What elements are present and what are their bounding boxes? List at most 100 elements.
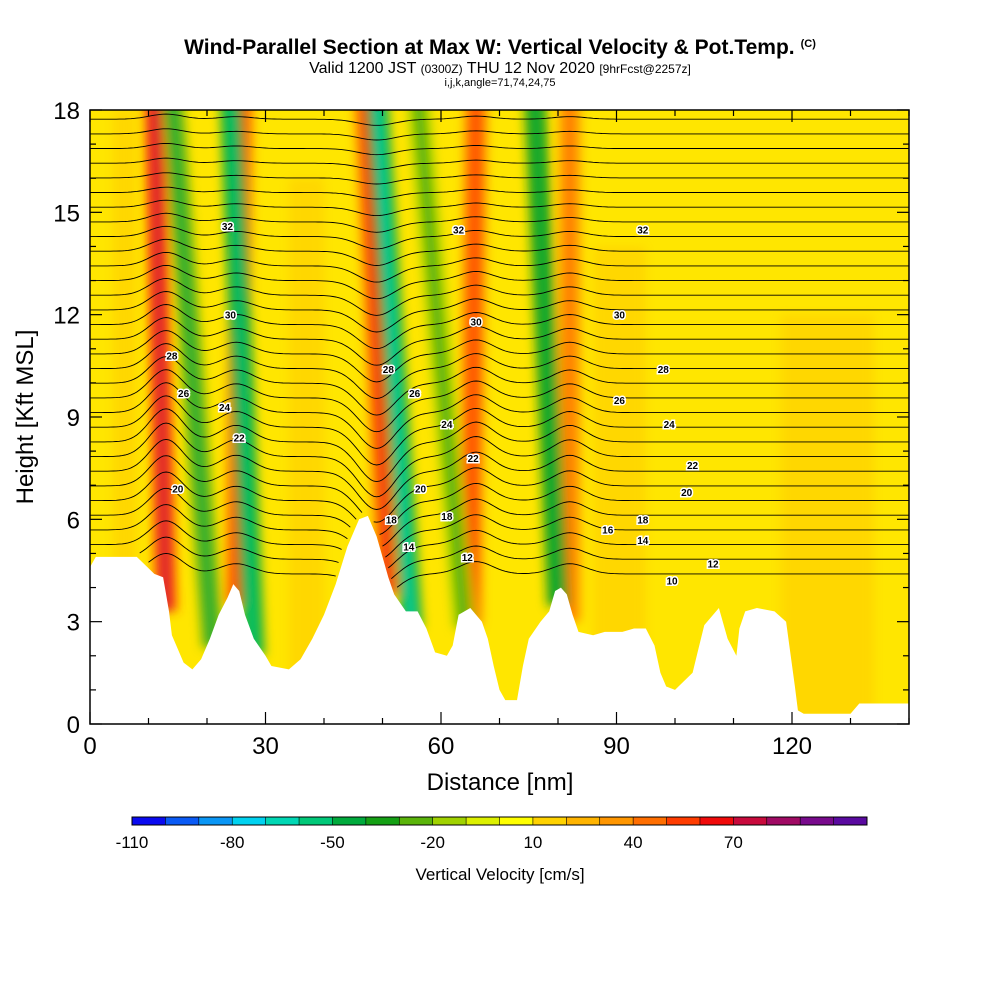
copyright-mark: (C) — [800, 38, 816, 50]
isentrope-line — [90, 304, 909, 350]
isentrope-line — [90, 471, 909, 535]
colorbar-tick-label: -50 — [320, 833, 345, 852]
isentrope-line — [90, 455, 909, 523]
chart-title-text: Wind-Parallel Section at Max W: Vertical… — [184, 36, 795, 59]
plot-area: 32 32 32 30 30 30 28 28 28 26 26 26 24 24 24 22 22 22 20 20… — [90, 85, 909, 724]
isentrope-line — [90, 356, 909, 416]
colorbar-swatch — [499, 817, 534, 825]
colorbar-swatch — [566, 817, 601, 825]
contour-label: 26 — [409, 389, 421, 400]
isentrope-line — [90, 291, 909, 333]
isentrope-line — [90, 277, 909, 316]
colorbar-swatch — [198, 817, 233, 825]
colorbar-swatch — [633, 817, 668, 825]
grid-indices: i,j,k,angle=71,74,24,75 — [444, 77, 556, 89]
x-tick-label: 90 — [603, 733, 630, 760]
colorbar-swatch — [800, 817, 835, 825]
colorbar-swatch — [833, 817, 868, 825]
colorbar-tick-label: -80 — [220, 833, 245, 852]
contour-label: 18 — [637, 515, 649, 526]
colorbar-label: Vertical Velocity [cm/s] — [415, 865, 584, 884]
isentrope-line — [139, 536, 909, 580]
isentrope-line — [90, 212, 909, 233]
colorbar-swatch — [365, 817, 400, 825]
valid-utc: (0300Z) — [420, 62, 463, 76]
contour-label: 20 — [172, 485, 184, 496]
contour-label: 30 — [471, 317, 483, 328]
isentrope-line — [90, 186, 909, 200]
downdraft-streak-core — [415, 110, 469, 629]
y-tick-label: 15 — [53, 200, 80, 227]
contour-label: 32 — [222, 222, 234, 233]
colorbar-swatch — [299, 817, 333, 825]
y-tick-label: 0 — [67, 712, 80, 739]
contour-label: 30 — [614, 311, 626, 322]
contour-label: 12 — [462, 553, 474, 564]
colorbar-tick-label: -110 — [116, 833, 149, 852]
contour-label: 32 — [453, 225, 465, 236]
x-tick-label: 60 — [428, 733, 455, 760]
isentrope-line — [90, 317, 909, 366]
isentrope-line — [90, 113, 909, 126]
colorbar-tick-label: 70 — [724, 833, 743, 852]
x-tick-label: 120 — [772, 733, 812, 760]
forecast-info: [9hrFcst@2257z] — [599, 62, 691, 76]
isentrope-line — [90, 330, 909, 383]
x-axis-label: Distance [nm] — [427, 769, 574, 796]
colorbar-swatch — [466, 817, 500, 825]
colorbar-tick-label: 10 — [523, 833, 542, 852]
colorbar-swatch — [532, 817, 567, 825]
colorbar-swatch — [332, 817, 367, 825]
colorbar: -110 -80 -50 -20 10 40 70 — [116, 816, 868, 852]
isentrope-line — [90, 225, 909, 250]
colorbar-swatch — [766, 817, 801, 825]
colorbar-swatch — [599, 817, 634, 825]
isentrope-line — [90, 422, 909, 498]
colorbar-swatch — [699, 817, 734, 825]
x-tick-label: 30 — [252, 733, 279, 760]
valid-date: THU 12 Nov 2020 — [466, 60, 595, 77]
contour-label: 22 — [468, 454, 480, 465]
isentrope-line — [90, 157, 909, 170]
contour-label: 30 — [225, 311, 237, 322]
contour-label: 28 — [166, 352, 178, 363]
isentrope-line — [90, 251, 909, 283]
y-tick-label: 18 — [53, 98, 80, 125]
downdraft-streak-core — [227, 110, 258, 656]
contour-label: 22 — [234, 433, 246, 444]
chart-subtitle: Valid 1200 JST (0300Z) THU 12 Nov 2020 [… — [0, 60, 1000, 78]
downdraft-streak-core — [531, 110, 562, 607]
colorbar-tick-label: 40 — [624, 833, 643, 852]
isentrope-line — [90, 199, 909, 217]
downdraft-streak-core — [169, 110, 217, 648]
contour-label: 26 — [178, 389, 190, 400]
valid-time: Valid 1200 JST — [309, 60, 417, 77]
contour-label: 20 — [681, 488, 693, 499]
contour-label: 12 — [707, 560, 719, 571]
y-tick-label: 6 — [67, 507, 80, 534]
isentrope-line — [90, 520, 909, 569]
isentrope-line — [90, 128, 909, 141]
isentrope-line — [90, 85, 909, 96]
colorbar-swatch — [399, 817, 434, 825]
colorbar-swatch — [232, 817, 267, 825]
contour-label: 24 — [441, 420, 453, 431]
contour-label: 18 — [386, 515, 398, 526]
colorbar-swatch — [132, 817, 166, 825]
contour-label: 20 — [415, 485, 427, 496]
colorbar-tick-label: -20 — [420, 833, 445, 852]
contour-label: 18 — [441, 512, 453, 523]
colorbar-swatch — [165, 817, 200, 825]
contour-label: 14 — [637, 536, 649, 547]
contour-label: 26 — [614, 396, 626, 407]
isentrope-line — [90, 395, 909, 466]
colorbar-swatch — [733, 817, 768, 825]
isentrope-line — [90, 408, 909, 483]
contour-label: 16 — [602, 526, 614, 537]
isentrope-line — [90, 343, 909, 399]
colorbar-swatch — [265, 817, 300, 825]
contour-label: 24 — [219, 403, 231, 414]
isentrope-line — [90, 487, 909, 547]
updraft-streak-core — [150, 110, 171, 612]
